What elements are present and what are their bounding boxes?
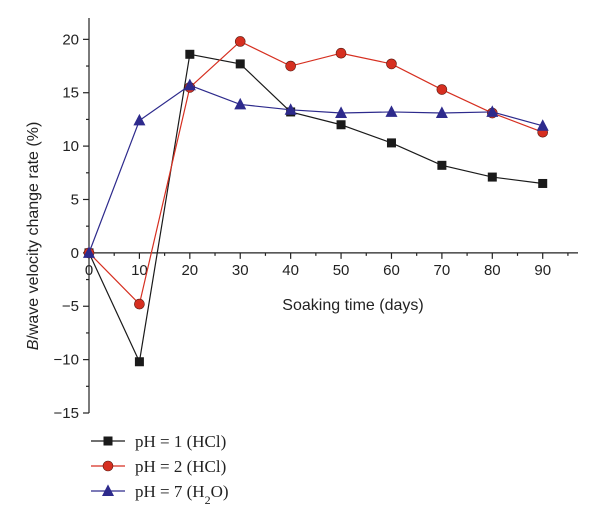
data-point (284, 103, 297, 115)
legend-marker (103, 436, 113, 446)
legend-label: pH = 7 (H2O) (135, 482, 229, 507)
x-tick-label: 0 (85, 262, 93, 279)
series-line (88, 40, 543, 306)
legend-label: pH = 2 (HCl) (135, 457, 226, 476)
data-point (134, 357, 144, 367)
x-tick-label: 10 (131, 262, 148, 279)
x-tick-label: 50 (333, 262, 350, 279)
axes: −15 −10 −5 0 5 10 15 20 0 10 20 30 40 50 60 70 80 90 (54, 18, 578, 422)
series-1 (84, 49, 548, 367)
legend-label: pH = 1 (HCl) (135, 432, 226, 451)
y-axis-title-italic: B (25, 339, 42, 350)
legend-item-3: pH = 7 (H2O) (91, 482, 229, 507)
series-line (88, 53, 543, 364)
data-point (235, 59, 245, 69)
data-point (336, 120, 346, 130)
series-3 (83, 78, 549, 258)
data-point (134, 298, 145, 310)
x-tick-label: 80 (484, 262, 501, 279)
data-point (335, 106, 348, 118)
series-line (88, 84, 543, 254)
data-point (335, 47, 347, 59)
y-tick-label: 0 (71, 245, 79, 262)
data-point (83, 246, 95, 258)
y-axis-title: B/wave velocity change rate (%) (25, 122, 42, 351)
y-tick-label: 10 (62, 138, 79, 155)
y-tick-label: −15 (54, 405, 79, 422)
data-point (487, 172, 497, 182)
legend-item-1: pH = 1 (HCl) (91, 432, 226, 451)
x-tick-label: 20 (181, 262, 198, 279)
data-point (285, 60, 296, 72)
data-point (234, 97, 247, 110)
x-tick-label: 60 (383, 262, 400, 279)
y-tick-label: 20 (62, 31, 79, 48)
series-layer (83, 36, 549, 367)
series-2 (83, 36, 549, 310)
legend-marker (102, 484, 114, 496)
y-tick-label: −5 (62, 298, 79, 315)
data-point (435, 106, 448, 118)
data-point (386, 138, 396, 148)
data-point (183, 78, 196, 91)
data-point (536, 119, 549, 131)
data-point (538, 178, 548, 188)
y-tick-label: 5 (71, 191, 79, 208)
data-point (437, 160, 447, 170)
data-point (436, 84, 448, 95)
data-point (486, 105, 499, 117)
data-point (185, 49, 195, 59)
y-tick-label: −10 (54, 352, 79, 369)
y-axis-title-rest: /wave velocity change rate (%) (25, 122, 42, 340)
x-tick-label: 90 (534, 262, 551, 279)
data-point (234, 36, 246, 47)
x-tick-label: 30 (232, 262, 249, 279)
data-point (133, 113, 146, 126)
data-point (386, 58, 397, 70)
data-point (385, 105, 398, 117)
x-tick-label: 40 (282, 262, 299, 279)
legend-item-2: pH = 2 (HCl) (91, 457, 226, 476)
legend: pH = 1 (HCl) pH = 2 (HCl) pH = 7 (H2O) (91, 432, 229, 507)
x-tick-label: 70 (434, 262, 451, 279)
y-tick-label: 15 (62, 85, 79, 102)
legend-marker (102, 460, 114, 472)
x-axis-title: Soaking time (days) (282, 297, 423, 314)
